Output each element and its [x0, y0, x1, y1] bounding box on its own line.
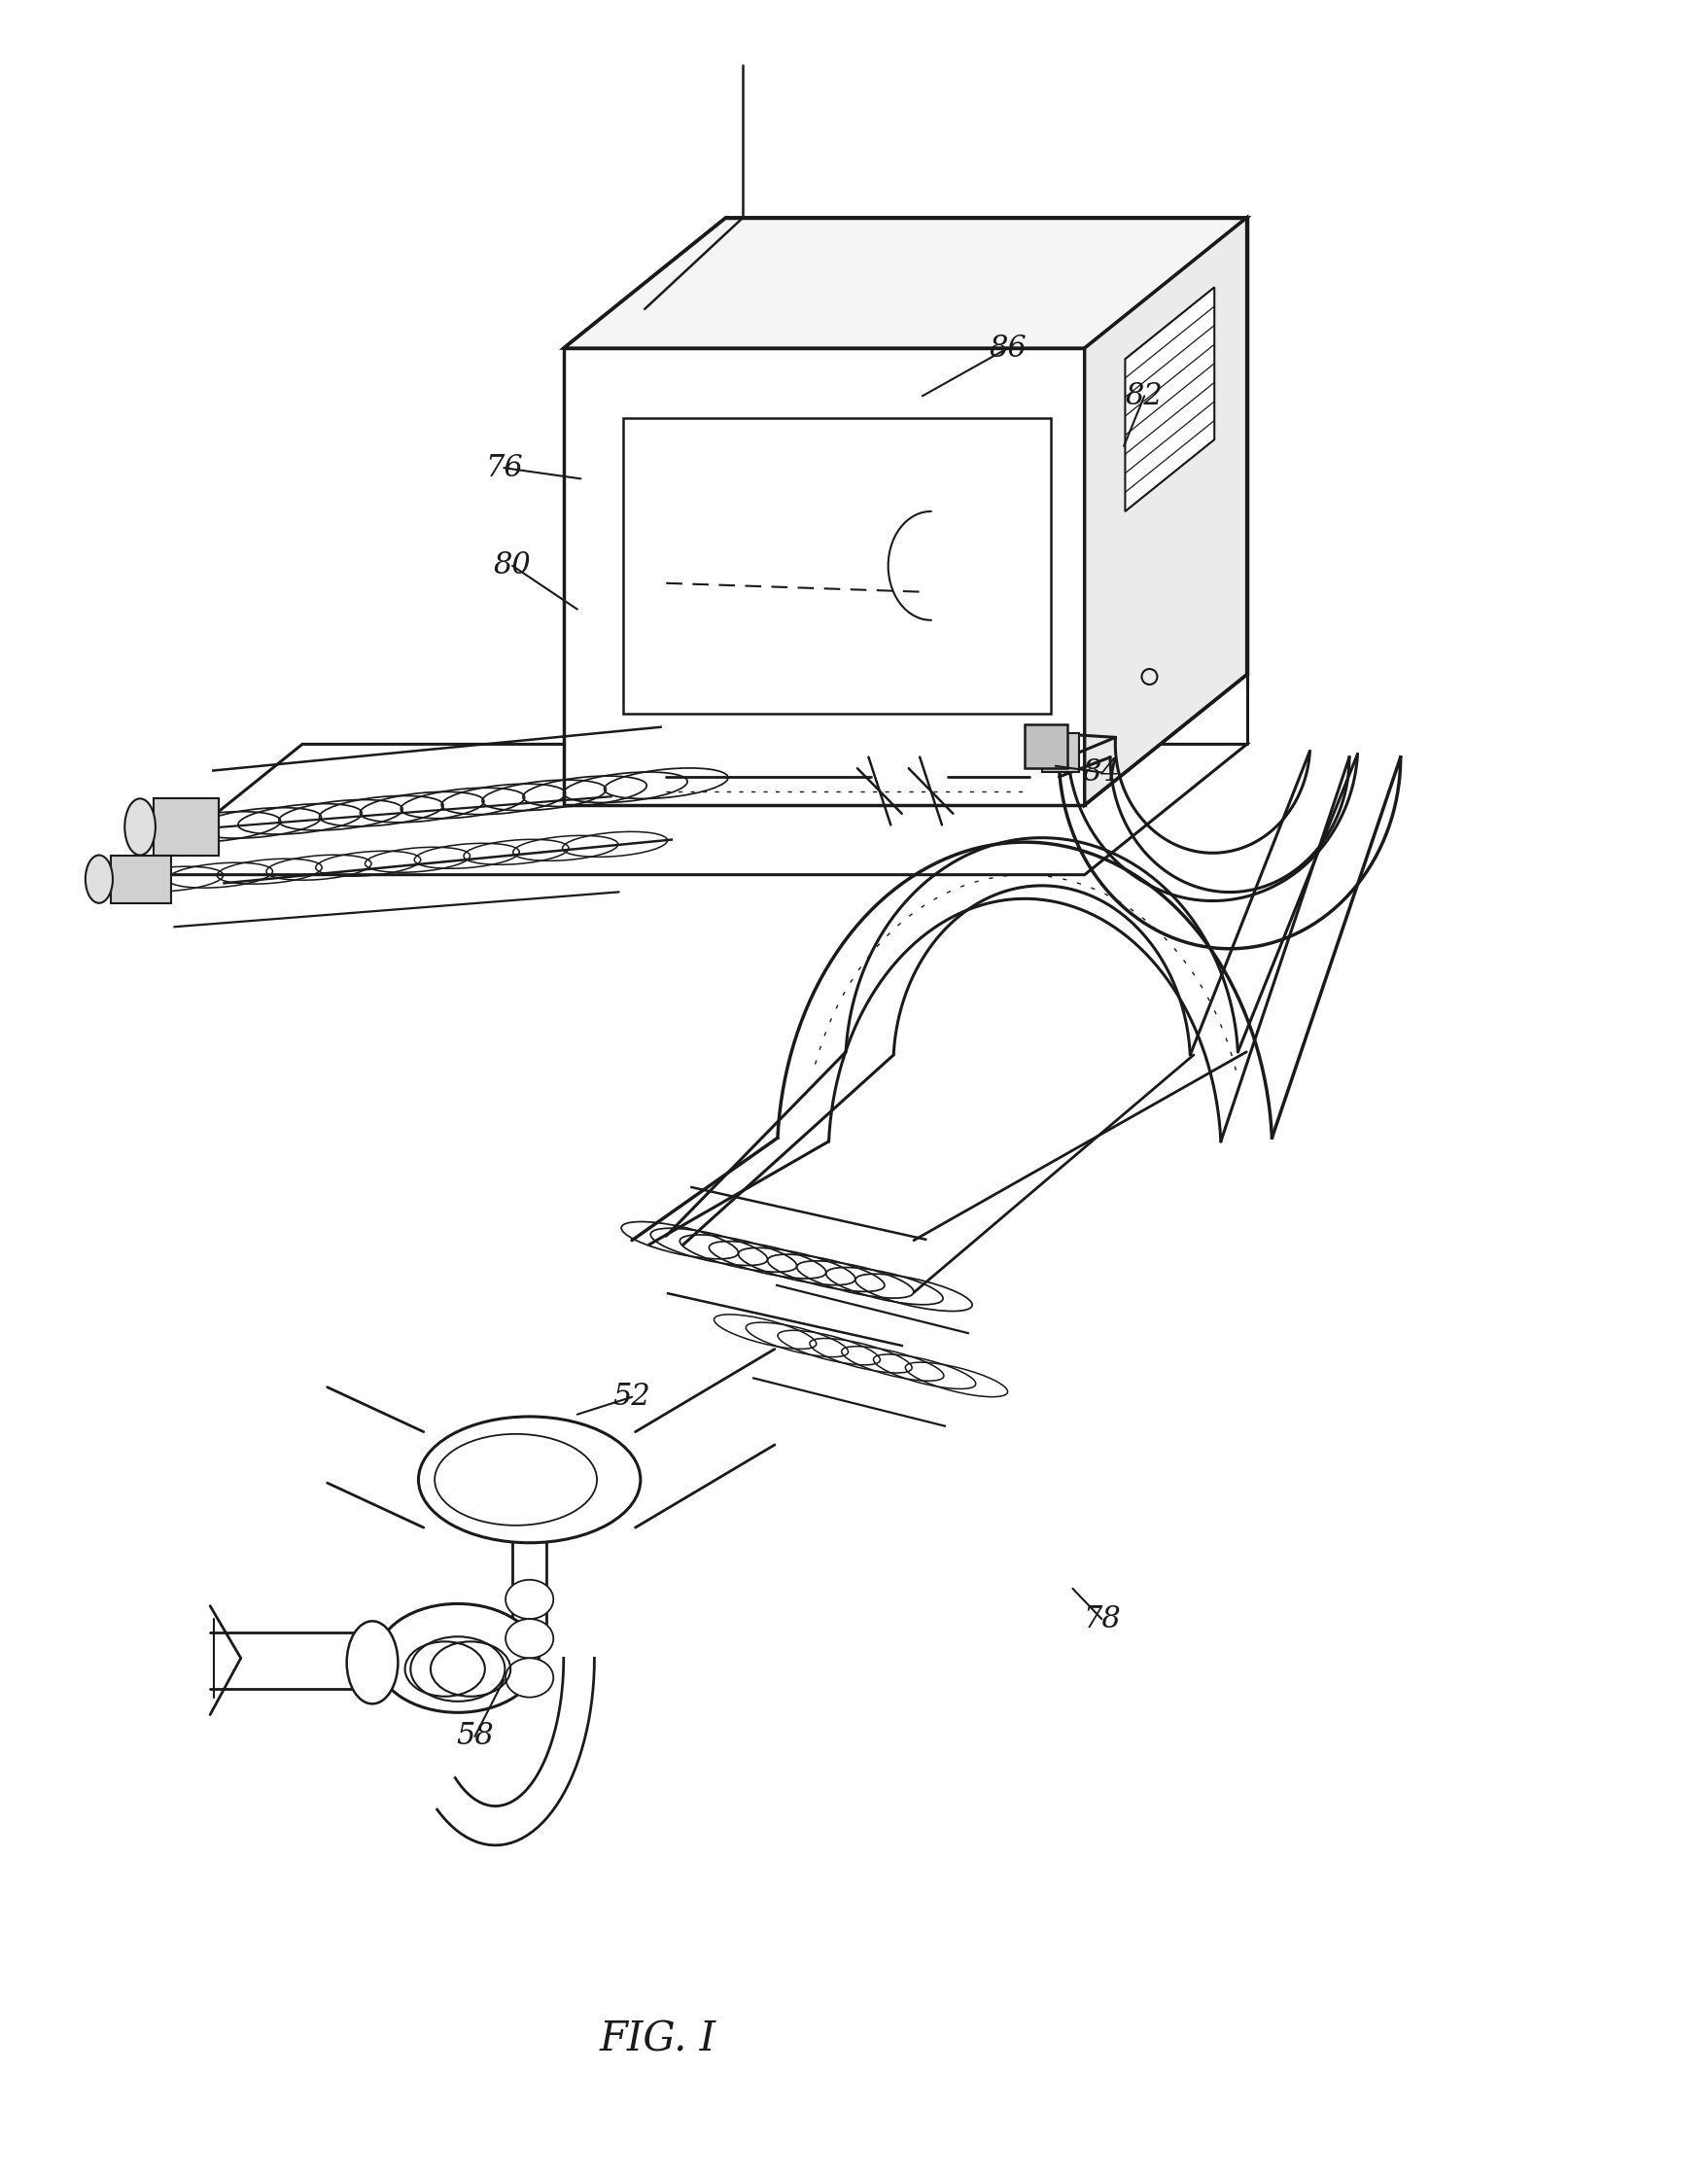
Text: 86: 86: [989, 333, 1027, 363]
Polygon shape: [154, 799, 219, 855]
Ellipse shape: [347, 1621, 398, 1704]
Text: FIG. I: FIG. I: [600, 2019, 716, 2058]
Polygon shape: [140, 744, 1247, 875]
Text: 76: 76: [485, 453, 523, 483]
Text: 52: 52: [613, 1382, 651, 1412]
Ellipse shape: [85, 855, 113, 903]
Ellipse shape: [506, 1658, 553, 1697]
Polygon shape: [111, 855, 171, 903]
Text: 58: 58: [456, 1721, 494, 1752]
Polygon shape: [1042, 733, 1079, 772]
Polygon shape: [623, 418, 1050, 714]
Ellipse shape: [506, 1619, 553, 1658]
Text: 84: 84: [1083, 757, 1120, 788]
Polygon shape: [564, 218, 1247, 348]
Ellipse shape: [125, 799, 155, 855]
Ellipse shape: [376, 1604, 540, 1713]
Text: 80: 80: [494, 551, 531, 581]
Polygon shape: [564, 348, 1085, 805]
Text: 78: 78: [1083, 1604, 1120, 1634]
Ellipse shape: [418, 1417, 640, 1543]
Text: 82: 82: [1126, 381, 1163, 411]
Ellipse shape: [506, 1580, 553, 1619]
Polygon shape: [1126, 287, 1214, 511]
Polygon shape: [1085, 218, 1247, 805]
Polygon shape: [1025, 725, 1068, 768]
